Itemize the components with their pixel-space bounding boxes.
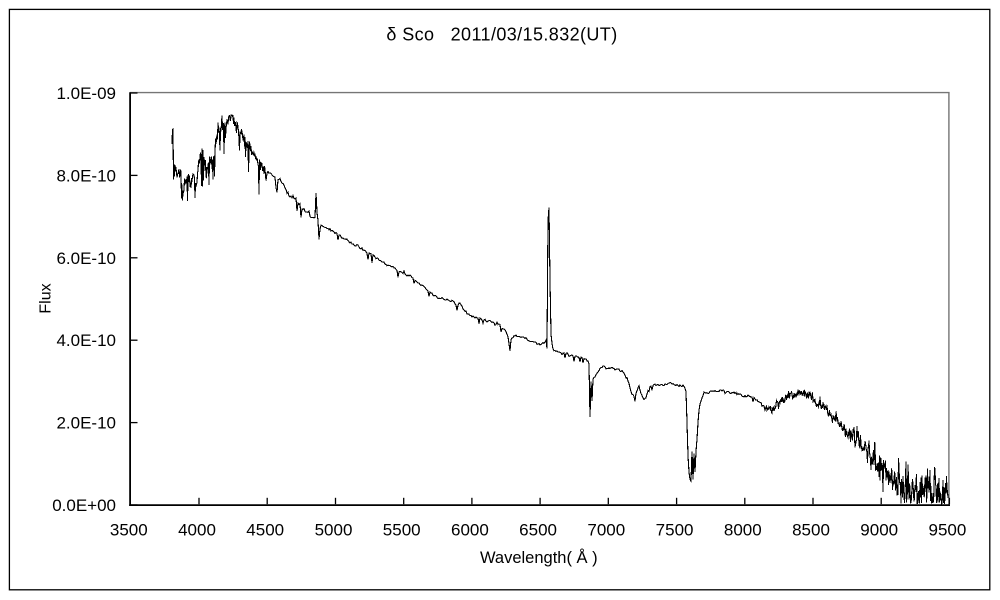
svg-text:8000: 8000: [724, 521, 762, 540]
svg-text:2.0E-10: 2.0E-10: [56, 414, 116, 433]
svg-text:4.0E-10: 4.0E-10: [56, 331, 116, 350]
svg-text:3500: 3500: [110, 521, 148, 540]
svg-text:0.0E+00: 0.0E+00: [52, 496, 116, 515]
svg-text:5500: 5500: [383, 521, 421, 540]
svg-text:9000: 9000: [860, 521, 898, 540]
svg-text:6000: 6000: [451, 521, 489, 540]
svg-text:6.0E-10: 6.0E-10: [56, 249, 116, 268]
svg-text:4500: 4500: [246, 521, 284, 540]
svg-text:δ Sco 2011/03/15.832(UT): δ Sco 2011/03/15.832(UT): [386, 25, 617, 45]
svg-text:5000: 5000: [315, 521, 353, 540]
svg-text:4000: 4000: [178, 521, 216, 540]
svg-text:7500: 7500: [656, 521, 694, 540]
svg-text:Flux: Flux: [38, 283, 55, 313]
svg-text:6500: 6500: [519, 521, 557, 540]
svg-text:7000: 7000: [587, 521, 625, 540]
svg-text:8500: 8500: [792, 521, 830, 540]
svg-text:8.0E-10: 8.0E-10: [56, 166, 116, 185]
svg-text:9500: 9500: [928, 521, 966, 540]
svg-text:1.0E-09: 1.0E-09: [56, 84, 116, 103]
svg-text:Wavelength( Å ): Wavelength( Å ): [480, 548, 598, 567]
